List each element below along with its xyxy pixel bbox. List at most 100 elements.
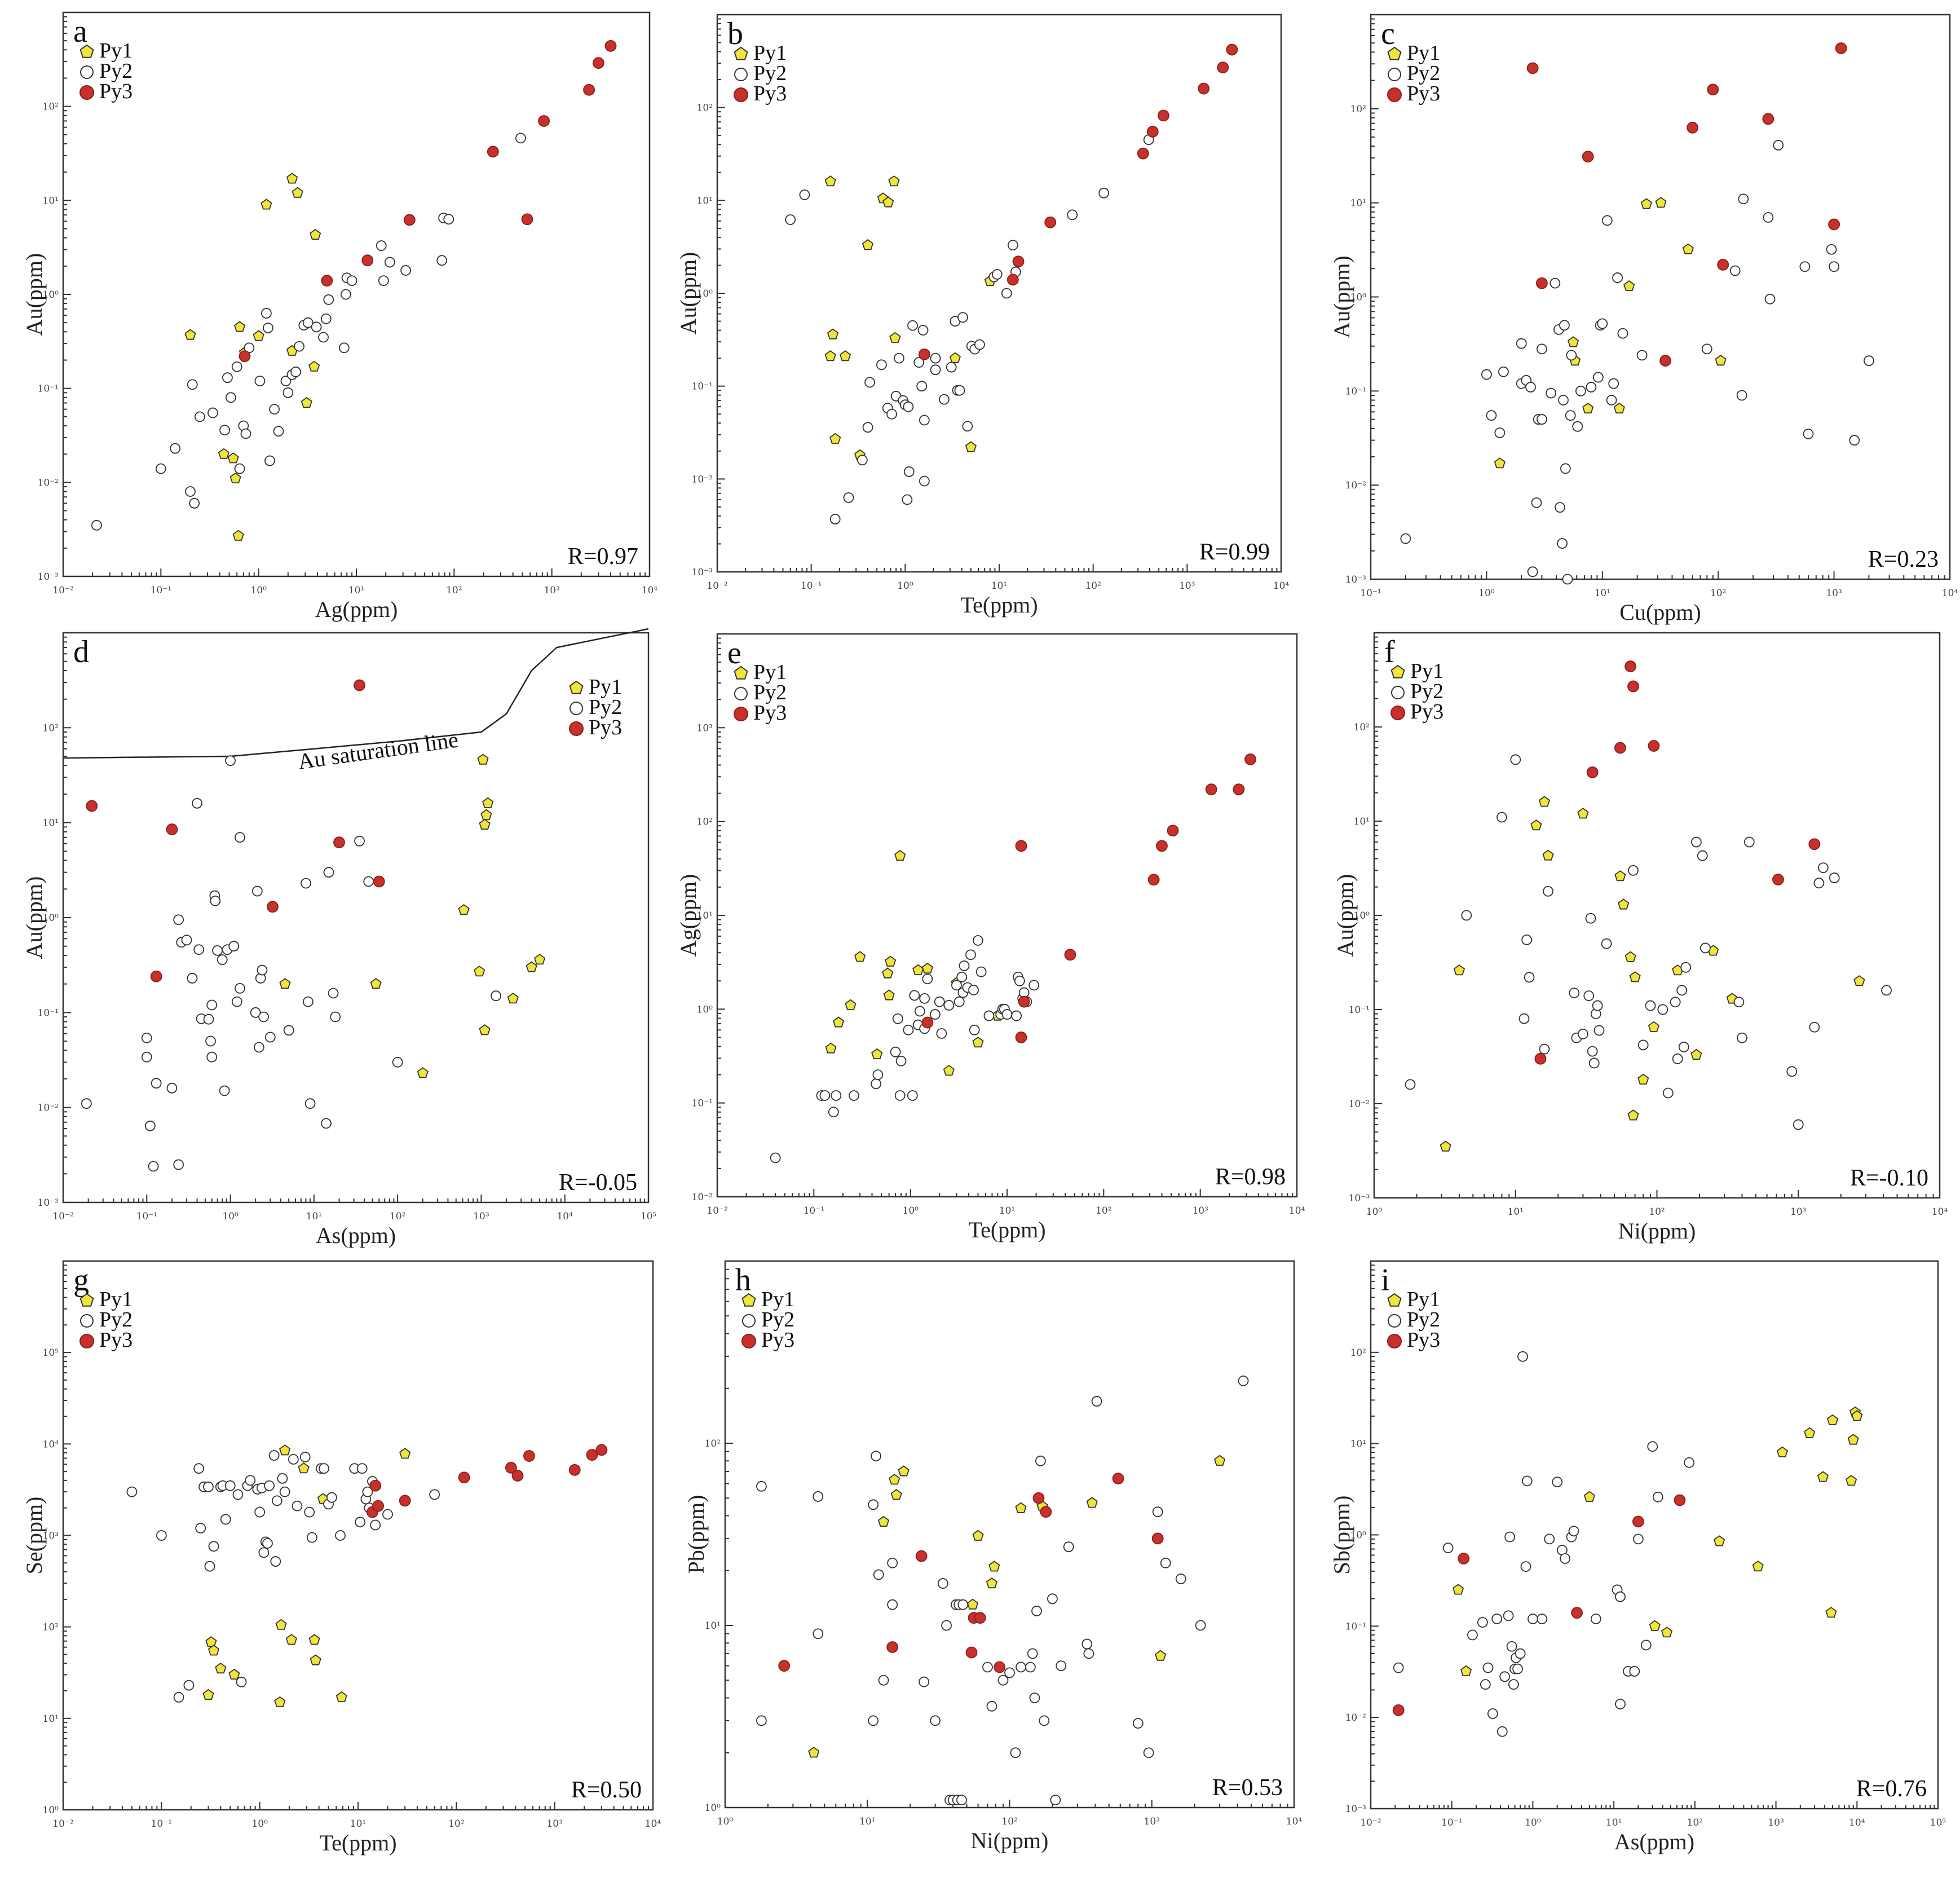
data-point-py2 bbox=[973, 935, 983, 946]
data-point-py1 bbox=[839, 350, 851, 362]
x-tick-label: 10³ bbox=[473, 1211, 489, 1222]
data-point-py2 bbox=[515, 133, 526, 144]
data-point-py2 bbox=[326, 1492, 337, 1503]
y-tick-label: 10⁰ bbox=[43, 1805, 59, 1816]
data-point-py2 bbox=[1557, 538, 1568, 549]
data-point-py2 bbox=[1014, 975, 1025, 986]
data-point-py3 bbox=[1526, 62, 1539, 74]
data-point-py2 bbox=[890, 1046, 901, 1057]
y-tick-label: 10⁵ bbox=[43, 1347, 59, 1359]
legend-label: Py1 bbox=[99, 1288, 133, 1311]
data-point-py3 bbox=[321, 275, 333, 287]
data-point-py2 bbox=[922, 973, 933, 985]
data-point-py1 bbox=[285, 1634, 297, 1645]
data-point-py2 bbox=[232, 1489, 244, 1500]
plot-frame bbox=[716, 633, 1298, 1198]
data-point-py1 bbox=[458, 904, 470, 915]
data-point-py2 bbox=[1864, 355, 1874, 366]
data-point-py2 bbox=[203, 1013, 214, 1025]
data-point-py3 bbox=[372, 1500, 384, 1512]
data-point-py1 bbox=[943, 1065, 955, 1076]
x-tick-label: 10⁻¹ bbox=[151, 585, 171, 596]
data-point-py2 bbox=[319, 1463, 329, 1474]
data-point-py2 bbox=[843, 492, 854, 503]
data-point-py2 bbox=[145, 1120, 156, 1131]
data-point-py2 bbox=[876, 359, 887, 371]
data-point-py2 bbox=[382, 1509, 393, 1520]
data-point-py3 bbox=[1040, 1506, 1052, 1518]
y-axis-label: Pb(ppm) bbox=[683, 1495, 709, 1574]
y-tick-label: 10⁻² bbox=[692, 1192, 713, 1203]
data-point-py2 bbox=[304, 1098, 316, 1109]
data-point-py2 bbox=[183, 1680, 195, 1691]
data-point-py2 bbox=[269, 404, 280, 415]
y-tick-label: 10⁰ bbox=[43, 289, 59, 301]
data-point-py2 bbox=[235, 982, 245, 994]
data-point-py1 bbox=[229, 472, 241, 483]
x-tick-label: 10¹ bbox=[1595, 588, 1610, 599]
data-point-py1 bbox=[832, 1016, 845, 1028]
data-point-py1 bbox=[734, 46, 748, 60]
data-point-py3 bbox=[1762, 113, 1774, 125]
data-point-py3 bbox=[458, 1471, 470, 1484]
data-point-py2 bbox=[959, 960, 970, 971]
data-point-py1 bbox=[734, 665, 748, 680]
data-point-py1 bbox=[1752, 1560, 1764, 1572]
data-point-py3 bbox=[1717, 258, 1729, 271]
x-axis-label: Ag(ppm) bbox=[315, 597, 398, 622]
data-point-py2 bbox=[234, 463, 245, 474]
data-point-py2 bbox=[1555, 502, 1565, 513]
data-point-py2 bbox=[868, 1499, 879, 1510]
x-tick-label: 10⁻¹ bbox=[804, 1205, 824, 1217]
plot-frame bbox=[62, 11, 651, 578]
y-tick-label: 10¹ bbox=[697, 195, 713, 206]
data-point-py2 bbox=[1647, 1441, 1658, 1452]
data-point-py2 bbox=[273, 426, 284, 437]
data-point-py2 bbox=[1050, 1795, 1061, 1806]
data-point-py2 bbox=[930, 1715, 941, 1726]
correlation-label: R=0.50 bbox=[571, 1777, 642, 1803]
x-tick-label: 10² bbox=[1687, 1817, 1703, 1828]
data-point-py2 bbox=[1733, 997, 1745, 1008]
data-point-py2 bbox=[126, 1486, 138, 1497]
data-point-py2 bbox=[330, 1011, 341, 1022]
x-tick-label: 10³ bbox=[1790, 1206, 1806, 1218]
data-point-py2 bbox=[1487, 1708, 1498, 1719]
y-tick-label: 10⁻¹ bbox=[1345, 386, 1366, 397]
y-tick-label: 10⁰ bbox=[697, 1004, 713, 1015]
data-point-py2 bbox=[304, 1506, 315, 1518]
data-point-py3 bbox=[1387, 1334, 1402, 1348]
data-point-py2 bbox=[913, 357, 925, 368]
x-axis-label: Te(ppm) bbox=[960, 592, 1038, 618]
data-point-py2 bbox=[1494, 427, 1506, 438]
data-point-py2 bbox=[1601, 938, 1612, 949]
data-point-py3 bbox=[734, 707, 748, 721]
legend-label: Py2 bbox=[1410, 680, 1443, 703]
data-point-py2 bbox=[1025, 1661, 1036, 1673]
data-point-py2 bbox=[894, 352, 904, 364]
data-point-py2 bbox=[1528, 1614, 1538, 1624]
data-point-py1 bbox=[972, 1036, 984, 1048]
data-point-py1 bbox=[1851, 1410, 1863, 1421]
data-point-py2 bbox=[1160, 1557, 1171, 1568]
x-tick-label: 10⁻² bbox=[707, 580, 727, 592]
y-tick-label: 10⁰ bbox=[1354, 910, 1370, 922]
data-point-py1 bbox=[1715, 354, 1727, 366]
data-point-py2 bbox=[80, 1314, 94, 1328]
y-tick-label: 10⁻² bbox=[1345, 1712, 1366, 1724]
data-point-py2 bbox=[301, 878, 311, 889]
data-point-py2 bbox=[1497, 812, 1507, 823]
legend-item-py3: Py3 bbox=[734, 701, 787, 725]
data-point-py2 bbox=[208, 1541, 219, 1552]
x-tick-label: 10² bbox=[446, 585, 462, 596]
data-point-py2 bbox=[335, 1530, 346, 1541]
data-point-py2 bbox=[957, 1599, 969, 1610]
data-point-py2 bbox=[1684, 1457, 1695, 1468]
x-tick-label: 10² bbox=[448, 1818, 464, 1830]
data-point-py2 bbox=[1612, 272, 1623, 283]
data-point-py2 bbox=[1027, 1648, 1038, 1659]
x-axis-label: As(ppm) bbox=[1614, 1829, 1694, 1854]
data-point-py2 bbox=[346, 275, 357, 287]
data-point-py3 bbox=[965, 1646, 978, 1659]
data-point-py2 bbox=[1537, 414, 1547, 425]
